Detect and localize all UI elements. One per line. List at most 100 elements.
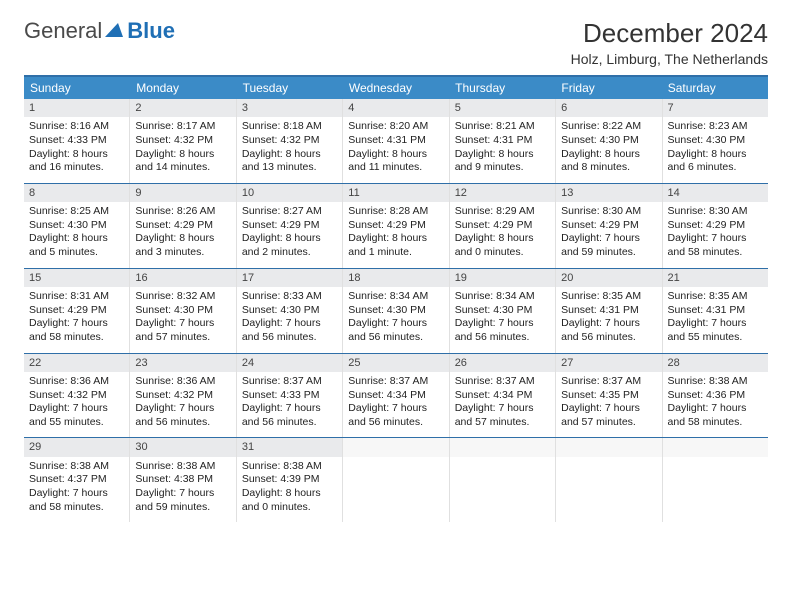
- calendar-day: 15Sunrise: 8:31 AMSunset: 4:29 PMDayligh…: [24, 269, 130, 353]
- day-body: Sunrise: 8:38 AMSunset: 4:38 PMDaylight:…: [130, 457, 235, 523]
- day-body: Sunrise: 8:33 AMSunset: 4:30 PMDaylight:…: [237, 287, 342, 353]
- day-number: 24: [237, 354, 342, 372]
- day-number: 29: [24, 438, 129, 456]
- day-number: 9: [130, 184, 235, 202]
- day-line-day1: Daylight: 8 hours: [242, 232, 337, 246]
- day-line-sunrise: Sunrise: 8:35 AM: [561, 290, 656, 304]
- calendar-week: 1Sunrise: 8:16 AMSunset: 4:33 PMDaylight…: [24, 99, 768, 184]
- day-body: Sunrise: 8:37 AMSunset: 4:33 PMDaylight:…: [237, 372, 342, 438]
- day-body: [343, 457, 448, 513]
- calendar-day: 12Sunrise: 8:29 AMSunset: 4:29 PMDayligh…: [450, 184, 556, 268]
- day-line-day2: and 16 minutes.: [29, 161, 124, 175]
- calendar-day: 28Sunrise: 8:38 AMSunset: 4:36 PMDayligh…: [663, 354, 768, 438]
- calendar-day-empty: [343, 438, 449, 522]
- day-line-day2: and 0 minutes.: [242, 501, 337, 515]
- day-line-sunset: Sunset: 4:32 PM: [135, 389, 230, 403]
- day-line-day2: and 56 minutes.: [242, 416, 337, 430]
- day-line-day1: Daylight: 7 hours: [242, 317, 337, 331]
- day-line-sunrise: Sunrise: 8:37 AM: [348, 375, 443, 389]
- day-body: Sunrise: 8:30 AMSunset: 4:29 PMDaylight:…: [556, 202, 661, 268]
- day-line-day2: and 8 minutes.: [561, 161, 656, 175]
- day-body: Sunrise: 8:26 AMSunset: 4:29 PMDaylight:…: [130, 202, 235, 268]
- day-body: Sunrise: 8:21 AMSunset: 4:31 PMDaylight:…: [450, 117, 555, 183]
- day-number: 25: [343, 354, 448, 372]
- day-line-sunrise: Sunrise: 8:32 AM: [135, 290, 230, 304]
- day-line-sunset: Sunset: 4:33 PM: [242, 389, 337, 403]
- day-number: 19: [450, 269, 555, 287]
- day-body: Sunrise: 8:38 AMSunset: 4:39 PMDaylight:…: [237, 457, 342, 523]
- day-line-day1: Daylight: 7 hours: [135, 402, 230, 416]
- day-number: 1: [24, 99, 129, 117]
- day-body: Sunrise: 8:25 AMSunset: 4:30 PMDaylight:…: [24, 202, 129, 268]
- calendar-day: 22Sunrise: 8:36 AMSunset: 4:32 PMDayligh…: [24, 354, 130, 438]
- day-line-day1: Daylight: 7 hours: [668, 317, 763, 331]
- day-line-day1: Daylight: 8 hours: [135, 232, 230, 246]
- day-line-sunset: Sunset: 4:33 PM: [29, 134, 124, 148]
- calendar-day: 9Sunrise: 8:26 AMSunset: 4:29 PMDaylight…: [130, 184, 236, 268]
- day-number: [663, 438, 768, 456]
- day-line-sunrise: Sunrise: 8:35 AM: [668, 290, 763, 304]
- day-line-day2: and 57 minutes.: [135, 331, 230, 345]
- day-line-day1: Daylight: 8 hours: [455, 148, 550, 162]
- calendar-day: 14Sunrise: 8:30 AMSunset: 4:29 PMDayligh…: [663, 184, 768, 268]
- day-line-day1: Daylight: 7 hours: [455, 317, 550, 331]
- day-line-sunset: Sunset: 4:30 PM: [29, 219, 124, 233]
- day-body: Sunrise: 8:34 AMSunset: 4:30 PMDaylight:…: [343, 287, 448, 353]
- day-line-sunset: Sunset: 4:34 PM: [348, 389, 443, 403]
- day-line-sunrise: Sunrise: 8:17 AM: [135, 120, 230, 134]
- day-line-sunset: Sunset: 4:29 PM: [242, 219, 337, 233]
- day-header: Wednesday: [343, 77, 449, 99]
- calendar-day-empty: [663, 438, 768, 522]
- day-number: 17: [237, 269, 342, 287]
- day-number: 20: [556, 269, 661, 287]
- day-number: 27: [556, 354, 661, 372]
- calendar-day: 7Sunrise: 8:23 AMSunset: 4:30 PMDaylight…: [663, 99, 768, 183]
- day-line-day1: Daylight: 7 hours: [135, 317, 230, 331]
- day-line-day2: and 11 minutes.: [348, 161, 443, 175]
- day-line-day2: and 57 minutes.: [561, 416, 656, 430]
- calendar-day: 17Sunrise: 8:33 AMSunset: 4:30 PMDayligh…: [237, 269, 343, 353]
- day-line-day1: Daylight: 7 hours: [242, 402, 337, 416]
- page-header: General Blue December 2024 Holz, Limburg…: [24, 18, 768, 67]
- day-line-day2: and 14 minutes.: [135, 161, 230, 175]
- day-header: Friday: [555, 77, 661, 99]
- day-line-sunset: Sunset: 4:31 PM: [561, 304, 656, 318]
- day-line-day1: Daylight: 7 hours: [561, 402, 656, 416]
- day-line-sunset: Sunset: 4:30 PM: [348, 304, 443, 318]
- day-line-day1: Daylight: 7 hours: [668, 402, 763, 416]
- day-line-sunrise: Sunrise: 8:36 AM: [29, 375, 124, 389]
- day-line-day2: and 56 minutes.: [348, 331, 443, 345]
- day-line-sunrise: Sunrise: 8:20 AM: [348, 120, 443, 134]
- day-line-sunrise: Sunrise: 8:29 AM: [455, 205, 550, 219]
- day-number: 21: [663, 269, 768, 287]
- day-body: Sunrise: 8:36 AMSunset: 4:32 PMDaylight:…: [130, 372, 235, 438]
- day-number: 11: [343, 184, 448, 202]
- day-body: Sunrise: 8:29 AMSunset: 4:29 PMDaylight:…: [450, 202, 555, 268]
- day-line-day2: and 2 minutes.: [242, 246, 337, 260]
- day-line-day1: Daylight: 7 hours: [668, 232, 763, 246]
- day-line-sunrise: Sunrise: 8:27 AM: [242, 205, 337, 219]
- day-number: [556, 438, 661, 456]
- day-line-sunrise: Sunrise: 8:23 AM: [668, 120, 763, 134]
- day-number: 23: [130, 354, 235, 372]
- day-line-sunset: Sunset: 4:31 PM: [455, 134, 550, 148]
- day-line-sunrise: Sunrise: 8:36 AM: [135, 375, 230, 389]
- day-line-day1: Daylight: 7 hours: [348, 317, 443, 331]
- day-number: [450, 438, 555, 456]
- day-line-day1: Daylight: 8 hours: [561, 148, 656, 162]
- day-line-sunrise: Sunrise: 8:22 AM: [561, 120, 656, 134]
- day-number: 4: [343, 99, 448, 117]
- day-line-day2: and 58 minutes.: [668, 246, 763, 260]
- day-line-day2: and 56 minutes.: [455, 331, 550, 345]
- day-line-sunrise: Sunrise: 8:38 AM: [242, 460, 337, 474]
- day-line-day1: Daylight: 7 hours: [561, 232, 656, 246]
- day-line-day1: Daylight: 8 hours: [348, 232, 443, 246]
- day-number: 8: [24, 184, 129, 202]
- brand-logo: General Blue: [24, 18, 175, 44]
- day-line-day2: and 3 minutes.: [135, 246, 230, 260]
- day-number: 13: [556, 184, 661, 202]
- day-line-day2: and 56 minutes.: [561, 331, 656, 345]
- day-line-sunset: Sunset: 4:36 PM: [668, 389, 763, 403]
- day-body: [556, 457, 661, 513]
- day-body: Sunrise: 8:37 AMSunset: 4:34 PMDaylight:…: [343, 372, 448, 438]
